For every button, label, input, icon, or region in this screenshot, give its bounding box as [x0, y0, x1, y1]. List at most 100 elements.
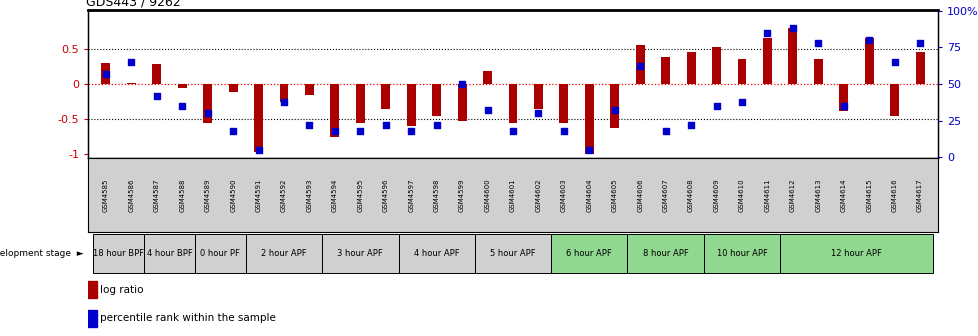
Text: GSM4599: GSM4599 [459, 178, 465, 212]
Point [327, 128, 342, 133]
Text: 2 hour APF: 2 hour APF [261, 249, 306, 258]
Point [200, 111, 215, 116]
Text: GSM4598: GSM4598 [433, 178, 439, 212]
Text: GSM4585: GSM4585 [103, 178, 109, 212]
Text: 4 hour APF: 4 hour APF [414, 249, 459, 258]
Point [123, 59, 139, 65]
Bar [482, 71, 492, 84]
Text: GSM4605: GSM4605 [611, 178, 617, 212]
Bar [381, 84, 390, 109]
Text: GSM4594: GSM4594 [332, 178, 337, 212]
Bar [229, 84, 238, 92]
Bar [153, 64, 161, 84]
Point [530, 111, 546, 116]
Text: GSM4588: GSM4588 [179, 178, 185, 212]
Text: GSM4611: GSM4611 [764, 178, 770, 212]
Text: 0 hour PF: 0 hour PF [200, 249, 241, 258]
Bar [254, 84, 263, 152]
Text: percentile rank within the sample: percentile rank within the sample [100, 313, 276, 323]
FancyBboxPatch shape [245, 234, 322, 274]
Bar [431, 84, 441, 116]
Bar [558, 84, 568, 123]
Text: 5 hour APF: 5 hour APF [490, 249, 535, 258]
Text: 8 hour APF: 8 hour APF [643, 249, 688, 258]
Bar [787, 28, 796, 84]
Text: GSM4603: GSM4603 [560, 178, 566, 212]
Bar [457, 84, 467, 121]
Point [352, 128, 368, 133]
Bar [203, 84, 212, 123]
Bar [864, 38, 872, 84]
Point [276, 99, 291, 104]
Bar [127, 83, 136, 84]
Bar [711, 47, 720, 84]
Text: GSM4600: GSM4600 [484, 178, 490, 212]
Text: development stage  ►: development stage ► [0, 249, 83, 258]
Text: 4 hour BPF: 4 hour BPF [147, 249, 193, 258]
Point [454, 81, 469, 87]
Text: GSM4614: GSM4614 [840, 178, 846, 212]
Bar [838, 84, 847, 111]
Bar [762, 38, 771, 84]
Text: GSM4602: GSM4602 [535, 178, 541, 212]
Bar [736, 59, 745, 84]
Point [708, 103, 724, 109]
Text: 18 hour BPF: 18 hour BPF [93, 249, 144, 258]
Point [657, 128, 673, 133]
Point [632, 64, 647, 69]
FancyBboxPatch shape [195, 234, 245, 274]
Text: GSM4612: GSM4612 [789, 178, 795, 212]
Point [479, 108, 495, 113]
Text: GSM4586: GSM4586 [128, 178, 134, 212]
Point [98, 71, 113, 77]
Text: GSM4595: GSM4595 [357, 178, 363, 212]
Text: 10 hour APF: 10 hour APF [716, 249, 767, 258]
Text: GSM4613: GSM4613 [815, 178, 821, 212]
Point [683, 122, 698, 128]
Bar [406, 84, 416, 126]
Bar [331, 84, 339, 137]
Point [734, 99, 749, 104]
Text: GSM4593: GSM4593 [306, 178, 312, 212]
Text: GSM4589: GSM4589 [204, 178, 210, 212]
Point [225, 128, 241, 133]
Point [174, 103, 190, 109]
Bar [280, 84, 289, 101]
Bar [635, 45, 644, 84]
Text: GSM4616: GSM4616 [891, 178, 897, 212]
FancyBboxPatch shape [93, 234, 144, 274]
Point [149, 93, 164, 98]
Point [886, 59, 902, 65]
Bar [533, 84, 543, 109]
Point [835, 103, 851, 109]
Bar [889, 84, 898, 116]
Text: GSM4608: GSM4608 [688, 178, 693, 212]
Text: GSM4592: GSM4592 [281, 178, 287, 212]
Point [581, 147, 597, 153]
Text: GSM4597: GSM4597 [408, 178, 414, 212]
Bar [609, 84, 618, 128]
Point [556, 128, 571, 133]
Text: 12 hour APF: 12 hour APF [830, 249, 881, 258]
FancyBboxPatch shape [627, 234, 703, 274]
Text: GSM4615: GSM4615 [866, 178, 871, 212]
Text: GSM4596: GSM4596 [382, 178, 388, 212]
Point [378, 122, 393, 128]
Text: GSM4607: GSM4607 [662, 178, 668, 212]
Point [861, 37, 876, 43]
Text: GSM4617: GSM4617 [916, 178, 922, 212]
FancyBboxPatch shape [398, 234, 474, 274]
Point [606, 108, 622, 113]
Text: GDS443 / 9262: GDS443 / 9262 [86, 0, 181, 9]
Text: GSM4601: GSM4601 [510, 178, 515, 212]
Bar [305, 84, 314, 94]
Bar [508, 84, 517, 123]
Text: GSM4604: GSM4604 [586, 178, 592, 212]
Bar [88, 310, 97, 327]
Text: GSM4606: GSM4606 [637, 178, 643, 212]
Bar [178, 84, 187, 87]
Point [403, 128, 419, 133]
Point [301, 122, 317, 128]
FancyBboxPatch shape [703, 234, 779, 274]
Text: GSM4610: GSM4610 [738, 178, 744, 212]
